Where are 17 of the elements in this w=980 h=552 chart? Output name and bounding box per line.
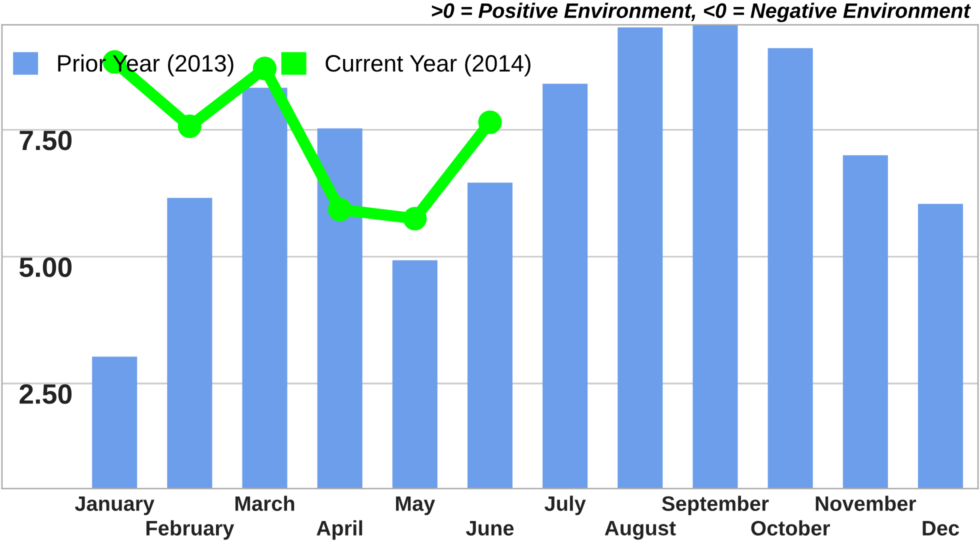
y-tick-label: 7.50 (20, 130, 72, 150)
x-tick-label: Dec (922, 521, 959, 536)
x-tick-label: June (466, 521, 514, 536)
x-tick-label: November (816, 496, 916, 511)
chart-title: >0 = Positive Environment, <0 = Negative Environment (432, 2, 971, 22)
x-tick-label: May (396, 496, 436, 516)
y-tick-label: 2.50 (20, 384, 72, 404)
x-tick-label: September (662, 496, 769, 516)
x-tick-label: April (316, 520, 362, 540)
x-tick-label: March (235, 496, 294, 511)
x-tick-label: July (544, 496, 586, 516)
x-tick-label: February (146, 520, 234, 540)
x-tick-label: January (74, 496, 154, 516)
x-tick-label: October (751, 520, 830, 536)
legend-label: Current Year (2014) (326, 54, 530, 76)
y-tick-label: 5.00 (19, 257, 72, 278)
x-tick-label: August (604, 520, 676, 540)
